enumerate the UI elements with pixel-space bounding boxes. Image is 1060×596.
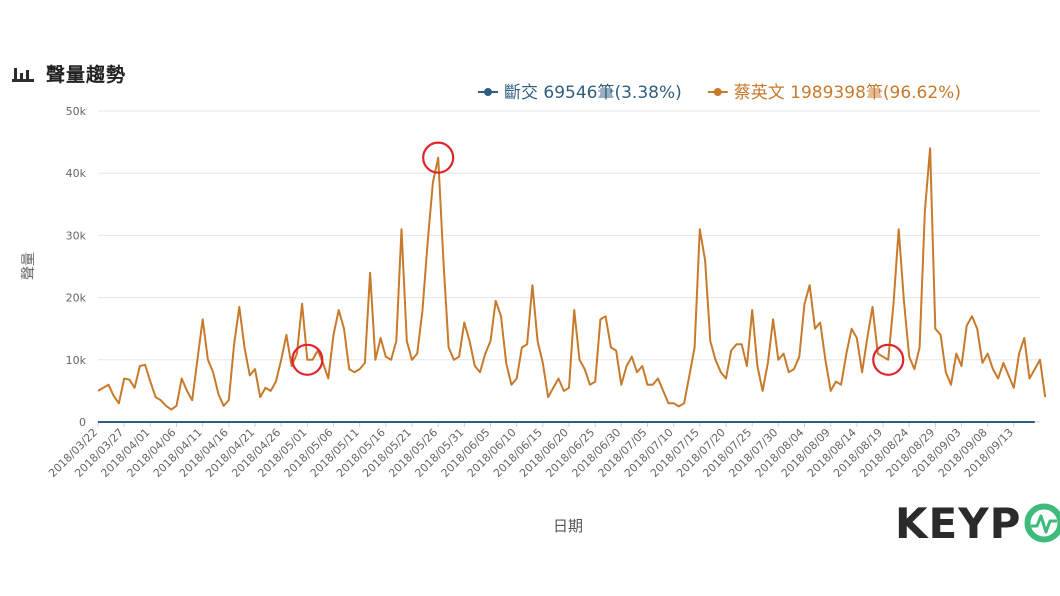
- y-tick-label: 40k: [66, 167, 87, 180]
- highlight-circle: [291, 343, 324, 376]
- legend-marker: [484, 88, 492, 96]
- logo-text: KEYP: [895, 498, 1022, 548]
- y-tick-label: 20k: [66, 292, 87, 305]
- legend-label: 斷交 69546筆(3.38%): [504, 83, 682, 103]
- y-tick-label: 50k: [66, 105, 87, 118]
- series-line-tsai: [97, 147, 1047, 411]
- chart-title: 聲量趨勢: [46, 63, 127, 86]
- y-tick-label: 0: [79, 416, 86, 429]
- keypo-logo: KEYP: [895, 498, 1060, 548]
- legend-marker: [713, 88, 722, 96]
- highlight-circle: [872, 343, 905, 376]
- y-tick-label: 30k: [66, 229, 87, 242]
- y-axis-label: 聲量: [20, 252, 37, 280]
- highlight-circle: [422, 141, 455, 174]
- y-tick-label: 10k: [66, 354, 87, 367]
- bar-chart-icon: [12, 64, 34, 82]
- logo-o-mark-icon: [1024, 503, 1060, 543]
- legend-label: 蔡英文 1989398筆(96.62%): [734, 83, 961, 103]
- chart-header: 聲量趨勢: [12, 58, 126, 88]
- x-axis-label: 日期: [553, 517, 583, 535]
